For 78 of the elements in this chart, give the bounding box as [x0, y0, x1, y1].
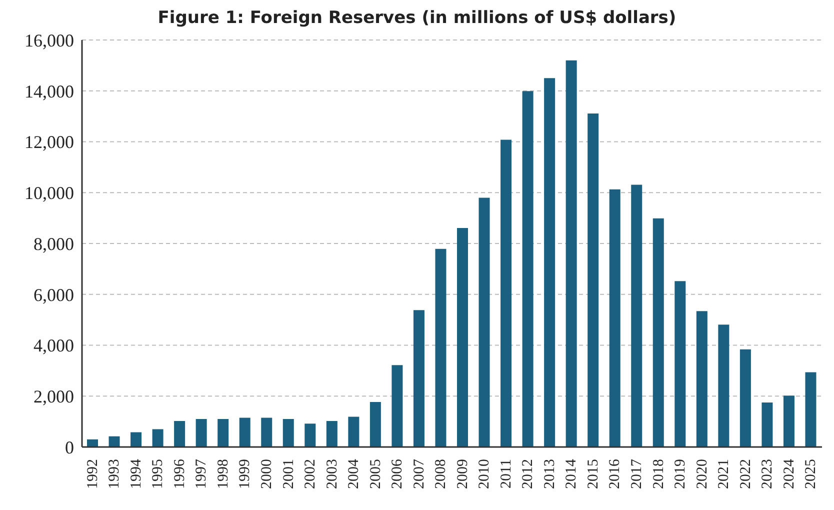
x-tick-label: 1994	[128, 458, 144, 489]
x-tick-label: 1996	[172, 458, 188, 489]
y-tick-label: 2,000	[34, 386, 74, 407]
bar	[718, 324, 730, 447]
y-tick-label: 8,000	[34, 234, 74, 254]
x-tick-label: 2018	[650, 459, 667, 489]
y-tick-label: 10,000	[24, 183, 74, 204]
x-tick-label: 2012	[520, 459, 536, 489]
y-tick-label: 14,000	[24, 81, 74, 102]
x-tick-label: 2025	[803, 459, 820, 489]
x-tick-label: 2009	[454, 459, 471, 489]
bar	[435, 248, 446, 447]
x-tick-label: 2024	[781, 458, 798, 489]
bar	[108, 436, 120, 447]
y-tick-label: 0	[65, 437, 74, 458]
bar	[87, 439, 98, 447]
x-tick-label: 1992	[84, 459, 101, 489]
x-tick-label: 2014	[564, 458, 580, 489]
bar	[152, 429, 164, 447]
bar	[740, 349, 751, 447]
chart-title: Figure 1: Foreign Reserves (in millions of US$ dollars)	[156, 8, 678, 28]
bar	[544, 78, 556, 447]
bar	[609, 189, 620, 447]
bar	[522, 91, 534, 447]
x-tick-label: 2013	[542, 459, 558, 489]
x-tick-label: 2017	[629, 458, 645, 489]
bar	[196, 419, 207, 447]
x-tick-label: 2011	[498, 459, 514, 488]
bar	[239, 418, 250, 447]
bar	[674, 281, 686, 447]
bar	[696, 311, 708, 447]
y-tick-label: 4,000	[34, 336, 74, 356]
x-tick-label: 2020	[694, 459, 710, 489]
x-tick-label: 1998	[215, 459, 232, 489]
y-tick-label: 16,000	[24, 30, 74, 50]
x-tick-label: 2016	[607, 458, 624, 489]
x-tick-label: 1997	[194, 458, 210, 489]
x-tick-label: 2021	[716, 459, 732, 489]
bar	[326, 421, 338, 447]
x-tick-label: 2019	[672, 459, 689, 489]
bar	[805, 372, 816, 447]
bar	[457, 228, 468, 447]
x-tick-label: 2006	[390, 458, 406, 489]
bar	[304, 424, 316, 447]
bar	[631, 184, 642, 447]
x-tick-label: 2007	[411, 458, 428, 489]
bar	[348, 416, 360, 447]
x-tick-label: 2005	[368, 459, 384, 489]
bar	[478, 198, 490, 447]
x-tick-label: 2003	[324, 459, 340, 489]
x-tick-label: 2022	[738, 459, 754, 489]
bar	[218, 419, 229, 447]
bar	[762, 402, 773, 447]
bar	[282, 419, 294, 447]
bar	[130, 432, 142, 447]
bar	[392, 365, 403, 447]
x-tick-label: 2023	[760, 459, 776, 489]
bar	[652, 218, 664, 447]
x-tick-label: 2002	[302, 459, 319, 489]
y-tick-label: 6,000	[34, 284, 74, 305]
bar	[588, 114, 599, 447]
x-tick-label: 1993	[106, 459, 123, 489]
x-tick-label: 2010	[476, 459, 493, 489]
bar	[413, 310, 424, 447]
bar	[370, 402, 381, 447]
bar	[174, 421, 186, 447]
bar	[783, 396, 794, 447]
x-tick-label: 2000	[259, 459, 275, 489]
x-tick-label: 1995	[150, 459, 166, 489]
x-tick-label: 2015	[585, 459, 602, 489]
bar	[566, 60, 577, 447]
bar	[261, 418, 272, 447]
y-tick-label: 12,000	[24, 132, 74, 152]
bar	[500, 140, 512, 447]
x-tick-label: 1999	[237, 459, 254, 489]
x-tick-label: 2008	[433, 459, 450, 489]
x-tick-label: 2001	[280, 459, 297, 489]
x-tick-label: 2004	[346, 458, 362, 489]
